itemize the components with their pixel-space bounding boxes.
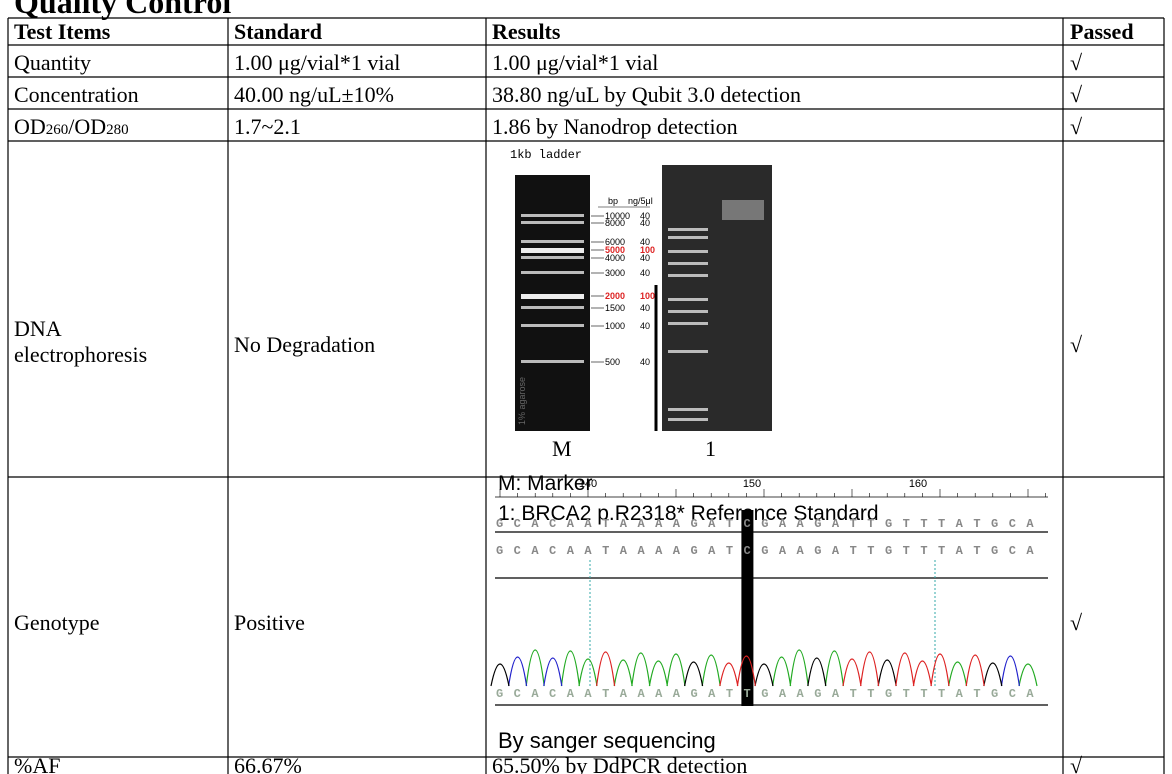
bp-label: 1000 xyxy=(605,321,625,331)
ladder-band xyxy=(521,221,584,224)
sequence: GCACAATAAAAGATCGAAGATTGTTTATGCA xyxy=(496,544,1034,558)
sequence: GCACAATAAAAGATTGAAGATTGTTTATGCA xyxy=(496,687,1034,701)
cell: %AF xyxy=(14,753,60,774)
gel-legend: 1: BRCA2 p.R2318* Reference Standard xyxy=(498,502,879,525)
bp-label: 10000 xyxy=(605,211,630,221)
ladder-band xyxy=(521,360,584,363)
bp-label: 1500 xyxy=(605,303,625,313)
cell-part: 280 xyxy=(106,122,129,138)
cell-part: 260 xyxy=(46,122,69,138)
trace xyxy=(508,655,1020,687)
bp-label: 5000 xyxy=(605,245,625,255)
ladder-band xyxy=(521,240,584,243)
cell: 1.00 μg/vial*1 vial xyxy=(234,50,400,75)
gel-band xyxy=(668,350,708,353)
ruler-label: 140 xyxy=(579,478,597,490)
lane-label: M xyxy=(552,436,572,461)
highlight xyxy=(741,510,754,706)
ng-label: 40 xyxy=(640,237,650,247)
header-cell: Standard xyxy=(234,19,322,44)
ladder-band xyxy=(521,214,584,217)
cell: electrophoresis xyxy=(14,342,147,367)
bp-label: 2000 xyxy=(605,291,625,301)
ladder-band xyxy=(521,294,584,299)
ladder-band xyxy=(521,248,584,253)
gel-band xyxy=(668,262,708,265)
gel-band xyxy=(668,310,708,313)
agarose-label: 1% agarose xyxy=(517,377,527,425)
ladder-band xyxy=(521,256,584,259)
cell: √ xyxy=(1070,610,1083,635)
header-cell: Test Items xyxy=(14,19,111,44)
cell: 65.50% by DdPCR detection xyxy=(492,753,747,774)
ladder-band xyxy=(521,324,584,327)
bp-label: 500 xyxy=(605,357,620,367)
cell: √ xyxy=(1070,114,1083,139)
gel-band xyxy=(668,298,708,301)
ng-label: 100 xyxy=(640,291,655,301)
bp-label: 4000 xyxy=(605,253,625,263)
page-title: Quality Control xyxy=(14,0,231,20)
bp-label: 6000 xyxy=(605,237,625,247)
cell: Concentration xyxy=(14,82,139,107)
cell: √ xyxy=(1070,82,1083,107)
ruler-label: 160 xyxy=(909,478,927,490)
cell: √ xyxy=(1070,50,1083,75)
caption: By sanger sequencing xyxy=(498,728,716,753)
ng-label: 40 xyxy=(640,211,650,221)
cell: No Degradation xyxy=(234,332,375,357)
ladder-band xyxy=(521,271,584,274)
ng-label: 100 xyxy=(640,245,655,255)
ng-label: 40 xyxy=(640,357,650,367)
cell: Genotype xyxy=(14,610,100,635)
cell-part: OD xyxy=(14,114,46,139)
ng-label: 40 xyxy=(640,268,650,278)
ng-label: 40 xyxy=(640,218,650,228)
bp-label: 8000 xyxy=(605,218,625,228)
lane-label: 1 xyxy=(705,436,716,461)
trace xyxy=(525,649,1038,687)
bp-label: 3000 xyxy=(605,268,625,278)
ng-header: ng/5μl xyxy=(628,196,653,206)
cell: 40.00 ng/uL±10% xyxy=(234,82,394,107)
ladder-band xyxy=(521,306,584,309)
ruler-label: 150 xyxy=(743,478,761,490)
cell: 38.80 ng/uL by Qubit 3.0 detection xyxy=(492,82,801,107)
gel-band xyxy=(668,274,708,277)
gel-band xyxy=(668,408,708,411)
cell: √ xyxy=(1070,332,1083,357)
gel-band xyxy=(668,228,708,231)
cell: 66.67% xyxy=(234,753,302,774)
cell-part: /OD xyxy=(68,114,106,139)
trace xyxy=(596,651,985,687)
gel-smear xyxy=(722,200,764,220)
ng-label: 40 xyxy=(640,321,650,331)
gel-band xyxy=(668,322,708,325)
gel-title: 1kb ladder xyxy=(510,148,582,162)
cell: √ xyxy=(1070,753,1083,774)
ladder-lane xyxy=(515,175,590,431)
ng-label: 40 xyxy=(640,303,650,313)
gel-legend: M: Marker xyxy=(498,472,593,495)
trace xyxy=(490,657,1003,687)
cell: DNA xyxy=(14,316,62,341)
cell: Positive xyxy=(234,610,305,635)
ng-label: 40 xyxy=(640,253,650,263)
cell: 1.00 μg/vial*1 vial xyxy=(492,50,658,75)
gel-band xyxy=(668,236,708,239)
gel-band xyxy=(668,418,708,421)
bp-header: bp xyxy=(608,196,618,206)
header-cell: Results xyxy=(492,19,561,44)
cell: 1.7~2.1 xyxy=(234,114,301,139)
cell: 1.86 by Nanodrop detection xyxy=(492,114,738,139)
cell: OD260/OD280 xyxy=(14,114,129,139)
gel-band xyxy=(668,250,708,253)
cell: Quantity xyxy=(14,50,91,75)
header-cell: Passed xyxy=(1070,19,1134,44)
